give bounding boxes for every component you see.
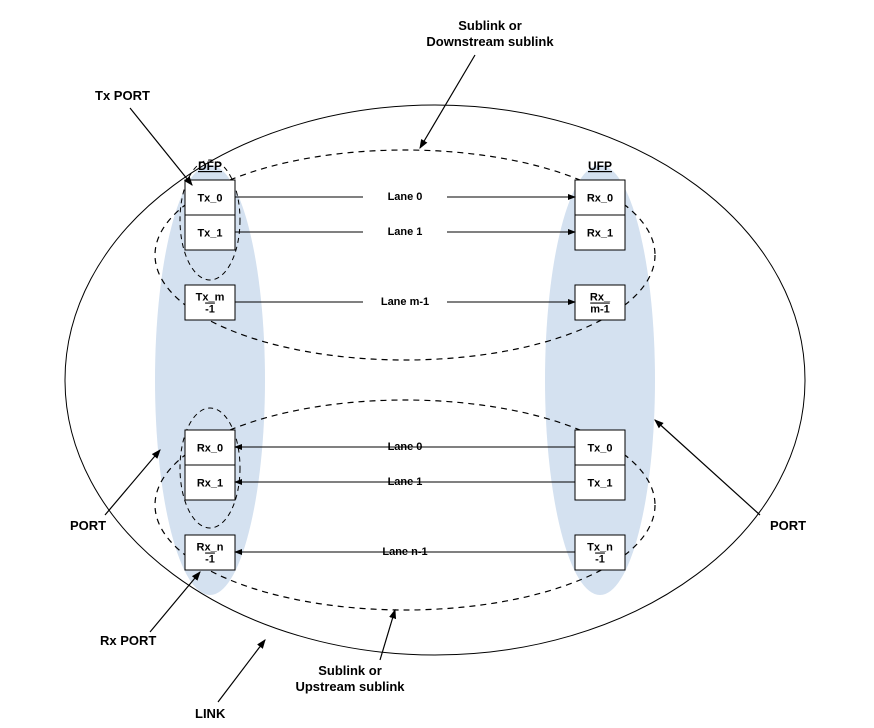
dfp-header: DFP [198, 159, 222, 173]
callout-sublink-upstream-label: Sublink orUpstream sublink [295, 663, 405, 694]
callout-tx-port-arrow [130, 108, 192, 185]
callout-port-right-label: PORT [770, 518, 806, 533]
up-lane-2-label: Lane n-1 [382, 546, 427, 558]
dfp-tx-box-0-label: Tx_0 [197, 193, 222, 205]
ufp-tx-box-1-label: Tx_1 [587, 478, 612, 490]
callout-link-label: LINK [195, 706, 226, 721]
ufp-rx-box-1-label: Rx_1 [587, 228, 613, 240]
dfp-rx-box-0-label: Rx_0 [197, 443, 223, 455]
dfp-tx-box-1-label: Tx_1 [197, 228, 222, 240]
dfp-rx-box-1-label: Rx_1 [197, 478, 223, 490]
callout-tx-port-label: Tx PORT [95, 88, 150, 103]
callout-rx-port-label: Rx PORT [100, 633, 156, 648]
callout-port-left-arrow [105, 450, 160, 515]
up-lane-0-label: Lane 0 [388, 441, 423, 453]
callout-rx-port-arrow [150, 572, 200, 632]
callout-sublink-downstream-arrow [420, 55, 475, 148]
down-lane-1-label: Lane 1 [388, 226, 423, 238]
up-lane-1-label: Lane 1 [388, 476, 423, 488]
ufp-header: UFP [588, 159, 612, 173]
callout-link-arrow [218, 640, 265, 702]
callout-sublink-downstream-label: Sublink orDownstream sublink [426, 18, 554, 49]
callout-port-right-arrow [655, 420, 760, 515]
ufp-tx-box-0-label: Tx_0 [587, 443, 612, 455]
callout-port-left-label: PORT [70, 518, 106, 533]
down-lane-0-label: Lane 0 [388, 191, 423, 203]
down-lane-2-label: Lane m-1 [381, 296, 429, 308]
ufp-rx-box-0-label: Rx_0 [587, 193, 613, 205]
ufp-rx-box-2-label: Rx_m-1 [590, 292, 611, 316]
